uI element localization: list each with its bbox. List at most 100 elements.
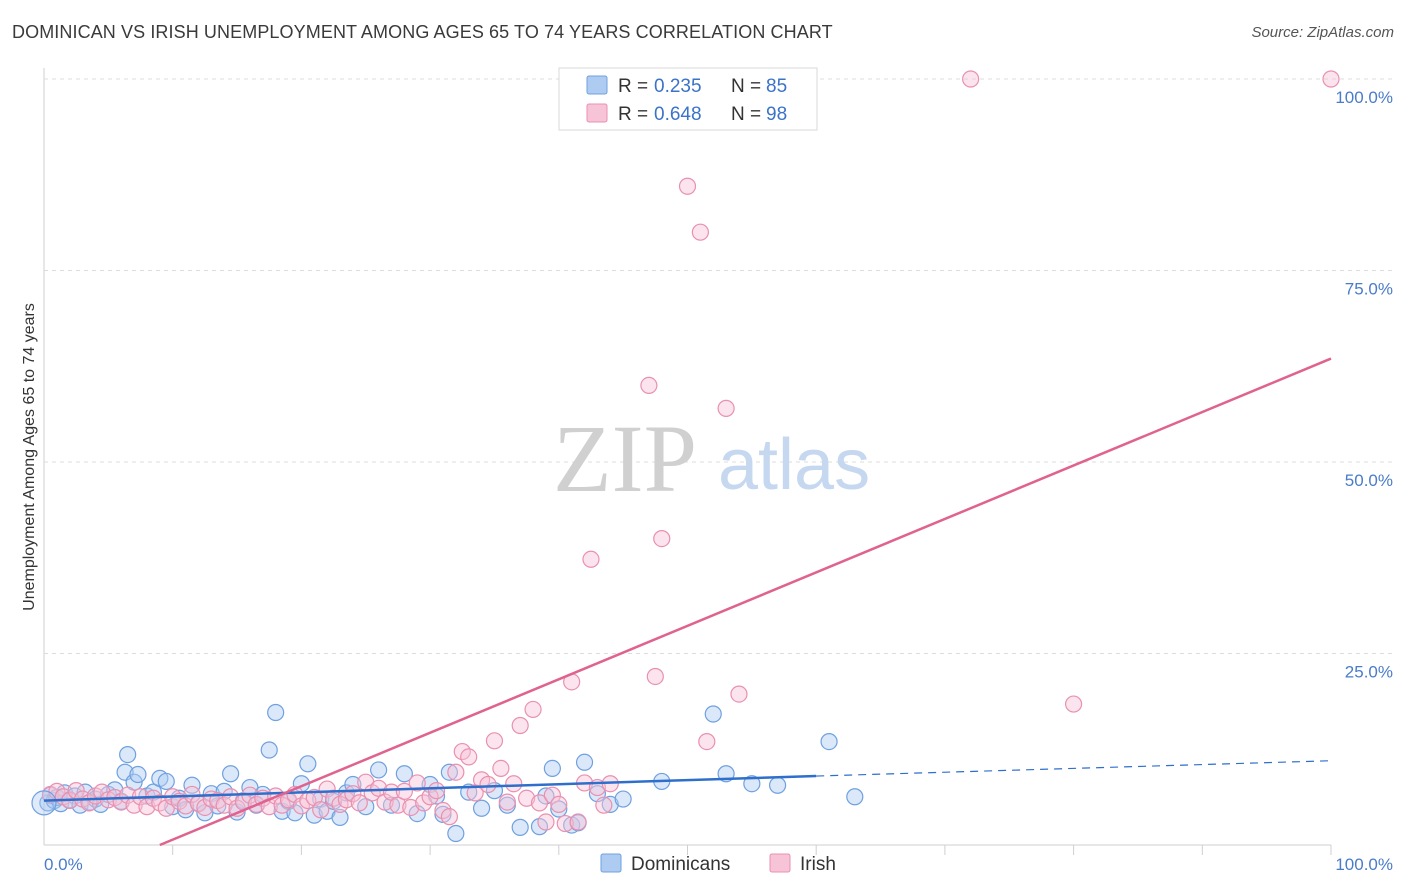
point-dominicans — [575, 753, 594, 771]
y-tick-labels: 100.0% 75.0% 50.0% 25.0% — [1335, 88, 1393, 682]
point-irish — [447, 763, 465, 781]
point-dominicans — [344, 775, 362, 794]
point-irish — [498, 793, 516, 811]
point-irish — [556, 814, 574, 833]
point-irish — [698, 732, 716, 751]
legend-r-label-1: R = — [618, 76, 648, 97]
point-irish — [962, 70, 980, 88]
trend-line-irish — [159, 357, 1332, 847]
point-dominicans — [472, 799, 491, 817]
point-irish — [717, 399, 735, 417]
legend-n-value-2: 98 — [766, 104, 787, 125]
point-irish — [505, 775, 523, 793]
point-irish — [1064, 695, 1083, 713]
y-axis-label: Unemployment Among Ages 65 to 74 years — [21, 303, 38, 611]
point-dominicans — [820, 732, 838, 751]
source-label: Source: ZipAtlas.com — [1251, 24, 1394, 41]
point-dominicans — [370, 761, 388, 779]
point-irish — [479, 775, 497, 794]
point-dominicans — [299, 755, 317, 773]
point-irish — [427, 782, 446, 800]
series-legend-label-dominicans: Dominicans — [631, 854, 730, 875]
point-dominicans — [209, 797, 227, 815]
legend-swatch-irish — [586, 103, 608, 123]
point-dominicans — [704, 705, 722, 723]
point-irish — [530, 794, 549, 812]
point-irish — [518, 789, 536, 807]
point-irish — [402, 798, 420, 817]
point-irish — [415, 794, 433, 812]
point-dominicans — [31, 790, 57, 816]
point-irish — [312, 801, 330, 819]
series-legend-swatch-dominicans — [600, 853, 622, 873]
point-dominicans — [846, 788, 864, 806]
point-irish — [537, 813, 555, 831]
point-irish — [460, 748, 478, 766]
y-tick-label: 75.0% — [1345, 280, 1393, 299]
point-dominicans — [183, 776, 201, 794]
point-dominicans — [768, 776, 787, 794]
x-tick-label-right: 100.0% — [1335, 855, 1393, 874]
point-irish — [408, 774, 426, 792]
point-irish — [569, 813, 587, 831]
point-dominicans — [260, 741, 278, 759]
point-irish — [370, 779, 388, 797]
point-irish — [511, 716, 529, 735]
point-irish — [485, 732, 504, 750]
series-legend-label-irish: Irish — [800, 854, 836, 875]
point-dominicans — [129, 765, 147, 784]
legend-r-label-2: R = — [618, 104, 648, 125]
data-points — [31, 70, 1340, 843]
point-irish — [640, 376, 658, 394]
point-dominicans — [157, 772, 175, 791]
point-irish — [376, 793, 394, 811]
point-dominicans — [440, 763, 459, 781]
point-irish — [389, 796, 407, 814]
legend-n-label-1: N = — [731, 76, 761, 97]
trend-lines — [43, 357, 1332, 847]
chart-title: DOMINICAN VS IRISH UNEMPLOYMENT AMONG AG… — [12, 22, 833, 42]
series-legend: Dominicans Irish — [600, 853, 836, 875]
point-irish — [524, 700, 542, 719]
point-irish — [350, 794, 368, 812]
point-irish — [395, 782, 413, 800]
point-irish — [440, 808, 459, 826]
point-dominicans — [614, 790, 632, 808]
point-dominicans — [447, 824, 465, 843]
watermark-zip: ZIP — [553, 405, 697, 512]
point-irish — [691, 223, 709, 241]
point-dominicans — [408, 804, 426, 823]
point-irish — [492, 759, 510, 778]
x-ticks — [172, 845, 1332, 855]
point-irish — [550, 795, 568, 814]
point-dominicans — [537, 787, 555, 805]
x-tick-label-left: 0.0% — [44, 855, 83, 874]
point-irish — [646, 667, 664, 686]
point-irish — [730, 685, 748, 703]
legend-r-value-1: 0.235 — [654, 76, 702, 97]
legend-n-label-2: N = — [731, 104, 761, 125]
legend-r-value-2: 0.648 — [654, 104, 702, 125]
legend-swatch-dominicans — [586, 75, 608, 95]
point-dominicans — [543, 759, 561, 778]
y-tick-label: 25.0% — [1345, 663, 1393, 682]
watermark-atlas: atlas — [718, 425, 870, 505]
point-dominicans — [267, 703, 285, 722]
series-legend-swatch-irish — [769, 853, 791, 873]
point-dominicans — [331, 808, 349, 827]
point-dominicans — [550, 800, 568, 818]
point-dominicans — [743, 775, 761, 793]
point-irish — [543, 786, 561, 804]
point-irish — [1322, 70, 1340, 88]
point-dominicans — [511, 818, 529, 836]
y-tick-label: 100.0% — [1335, 88, 1393, 107]
point-dominicans — [601, 795, 619, 814]
point-irish — [595, 796, 613, 814]
point-irish — [318, 780, 336, 798]
trend-line-dominicans — [43, 774, 817, 802]
gridlines — [44, 78, 1392, 654]
point-dominicans — [395, 765, 413, 783]
point-dominicans — [119, 746, 137, 764]
y-tick-label: 50.0% — [1345, 471, 1393, 490]
